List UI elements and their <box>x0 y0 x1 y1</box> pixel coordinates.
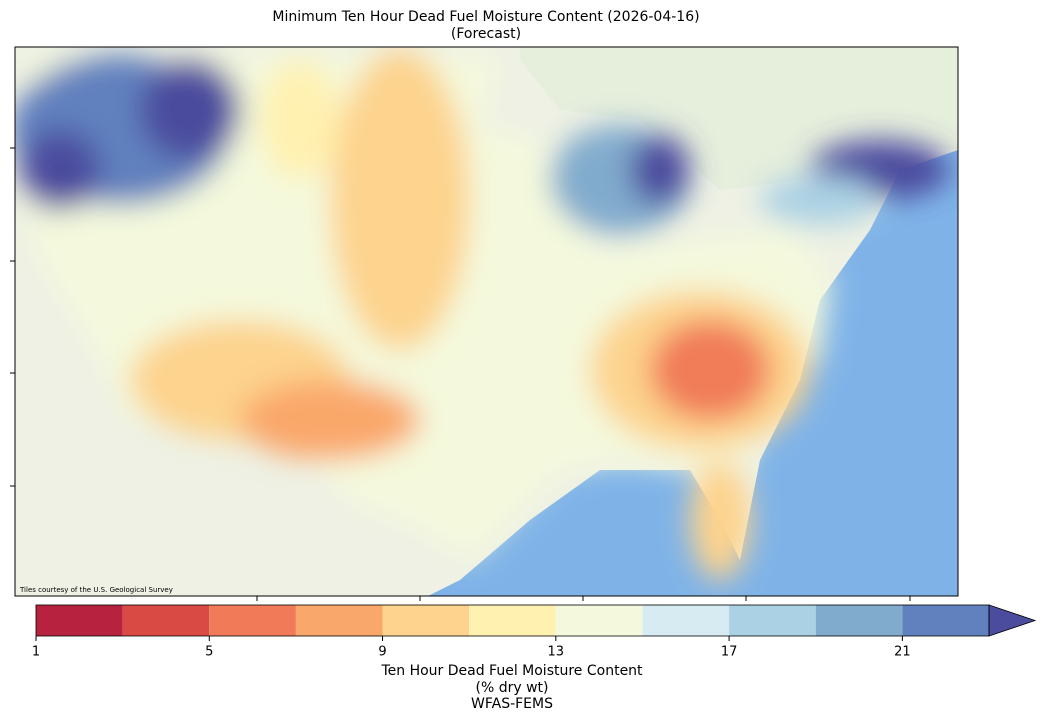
colorbar-tick-label: 17 <box>721 645 738 660</box>
colorbar-label: (% dry wt) <box>476 680 549 696</box>
colorbar-extension <box>988 604 1037 637</box>
colorbar-segment <box>729 605 816 636</box>
map: Tiles courtesy of the U.S. Geological Su… <box>15 47 958 596</box>
title-line: (Forecast) <box>451 26 521 42</box>
colorbar-segment <box>122 605 210 636</box>
colorbar-segment <box>469 605 556 636</box>
colorbar-tick-label: 5 <box>205 645 213 660</box>
colorbar-segment <box>642 605 730 636</box>
colorbar-segment <box>295 605 383 636</box>
colorbar-segment <box>209 605 296 636</box>
colorbar-segment <box>902 605 989 636</box>
canada <box>520 47 958 190</box>
colorbar-tick-label: 1 <box>32 645 40 660</box>
colorbar-label: Ten Hour Dead Fuel Moisture Content <box>380 663 643 679</box>
colorbar-label: WFAS-FEMS <box>471 696 553 712</box>
field <box>15 50 950 580</box>
colorbar-frame <box>35 604 990 637</box>
colorbar-segment <box>382 605 470 636</box>
map-frame <box>14 46 959 597</box>
colorbar-segment <box>36 605 123 636</box>
colorbar-segment <box>555 605 643 636</box>
colorbar-tick-label: 13 <box>548 645 565 660</box>
colorbar-segment <box>815 605 903 636</box>
colorbar-tick-label: 9 <box>378 645 386 660</box>
colorbar-tick-label: 21 <box>894 645 911 660</box>
title-line: Minimum Ten Hour Dead Fuel Moisture Cont… <box>272 9 699 25</box>
attribution: Tiles courtesy of the U.S. Geological Su… <box>19 586 173 594</box>
map-ticks <box>10 147 911 601</box>
